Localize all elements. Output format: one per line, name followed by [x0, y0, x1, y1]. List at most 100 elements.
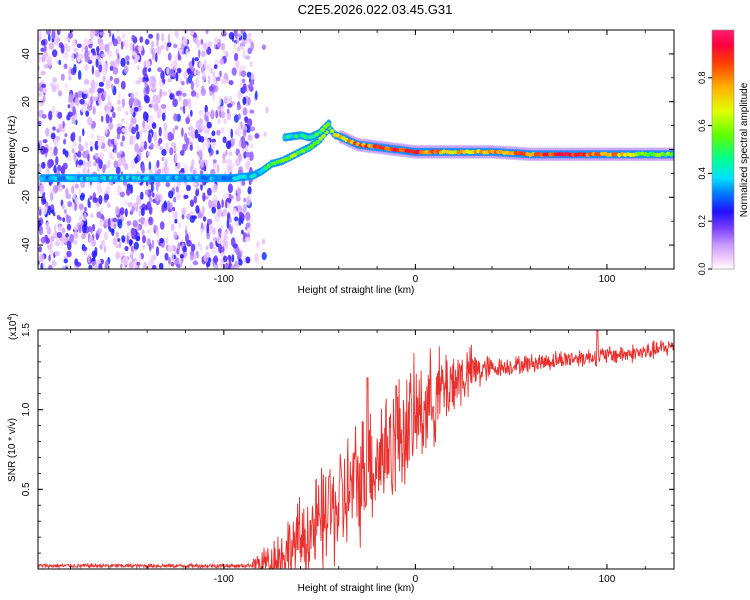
noise-speck — [113, 77, 120, 85]
noise-speck — [89, 195, 93, 200]
noise-speck — [41, 114, 47, 119]
noise-speck — [174, 218, 178, 224]
trace-core — [329, 129, 335, 134]
noise-speck — [175, 185, 179, 193]
y-tick-label: 0 — [21, 146, 32, 152]
noise-speck — [89, 213, 94, 218]
noise-speck — [143, 94, 149, 103]
noise-speck — [158, 262, 164, 269]
noise-speck — [112, 111, 116, 119]
noise-speck — [225, 140, 232, 150]
y-tick-label: -40 — [21, 237, 32, 252]
noise-speck — [58, 59, 62, 66]
noise-speck — [245, 233, 250, 238]
noise-speck — [215, 109, 219, 119]
noise-speck — [38, 225, 44, 236]
noise-speck — [73, 63, 77, 74]
noise-speck — [129, 135, 134, 142]
noise-speck — [120, 41, 124, 50]
noise-speck — [194, 129, 199, 139]
noise-speck — [169, 147, 174, 156]
noise-speck — [53, 165, 57, 174]
noise-speck — [133, 106, 139, 112]
noise-speck — [254, 133, 260, 139]
noise-speck — [47, 56, 52, 67]
noise-speck — [153, 225, 159, 231]
noise-speck — [78, 189, 82, 197]
noise-speck — [163, 41, 167, 50]
noise-speck — [91, 65, 95, 75]
noise-speck — [228, 80, 234, 86]
noise-speck — [201, 50, 206, 58]
noise-speck — [99, 31, 105, 36]
noise-speck — [208, 257, 212, 263]
noise-speck — [202, 141, 205, 151]
trace-core — [318, 136, 323, 141]
noise-speck — [94, 140, 99, 151]
noise-speck — [165, 236, 169, 245]
noise-speck — [156, 183, 159, 192]
noise-speck — [83, 79, 90, 85]
noise-speck — [186, 239, 192, 247]
noise-speck — [246, 226, 252, 234]
noise-speck — [123, 39, 129, 46]
noise-speck — [121, 135, 125, 142]
noise-speck — [98, 263, 103, 269]
noise-speck — [132, 135, 136, 144]
noise-speck — [138, 254, 142, 264]
noise-speck — [160, 103, 167, 110]
noise-speck — [130, 251, 133, 256]
noise-speck — [150, 183, 154, 193]
noise-speck — [159, 221, 165, 230]
noise-speck — [116, 132, 121, 140]
noise-speck — [221, 159, 227, 164]
noise-speck — [87, 153, 90, 162]
noise-speck — [226, 158, 233, 166]
noise-speck — [150, 255, 155, 265]
noise-speck — [225, 197, 231, 203]
noise-speck — [40, 145, 46, 155]
noise-speck — [169, 93, 175, 100]
branch-trace-core — [317, 130, 322, 135]
noise-speck — [261, 252, 267, 261]
x-tick-label: 0 — [413, 574, 419, 585]
noise-speck — [67, 240, 72, 251]
noise-speck — [112, 217, 118, 223]
noise-speck — [142, 111, 148, 122]
noise-speck — [126, 220, 132, 226]
noise-speck — [116, 30, 120, 34]
noise-speck — [247, 134, 253, 141]
noise-speck — [236, 204, 243, 214]
noise-speck — [186, 184, 191, 192]
noise-speck — [222, 48, 227, 56]
noise-speck — [175, 55, 178, 62]
noise-speck — [117, 238, 121, 242]
noise-speck — [104, 260, 109, 269]
noise-speck — [198, 49, 201, 59]
noise-speck — [159, 237, 165, 244]
noise-speck — [206, 121, 212, 129]
noise-speck — [203, 126, 208, 135]
noise-speck — [213, 43, 217, 50]
noise-speck — [103, 147, 108, 152]
noise-speck — [126, 235, 129, 245]
noise-speck — [129, 239, 133, 247]
noise-speck — [137, 45, 143, 52]
noise-speck — [82, 89, 88, 95]
noise-speck — [135, 80, 141, 85]
noise-speck — [198, 149, 203, 159]
snr-frame — [37, 329, 675, 570]
noise-speck — [63, 63, 68, 70]
snr-series-line — [38, 330, 674, 569]
noise-speck — [180, 149, 185, 156]
noise-speck — [234, 52, 239, 62]
noise-speck — [174, 125, 179, 130]
noise-speck — [208, 224, 214, 232]
noise-speck — [108, 121, 113, 131]
noise-speck — [108, 30, 112, 38]
noise-speck — [227, 183, 233, 194]
noise-speck — [69, 233, 74, 243]
noise-speck — [79, 98, 85, 105]
noise-speck — [189, 211, 194, 216]
noise-speck — [48, 247, 54, 256]
